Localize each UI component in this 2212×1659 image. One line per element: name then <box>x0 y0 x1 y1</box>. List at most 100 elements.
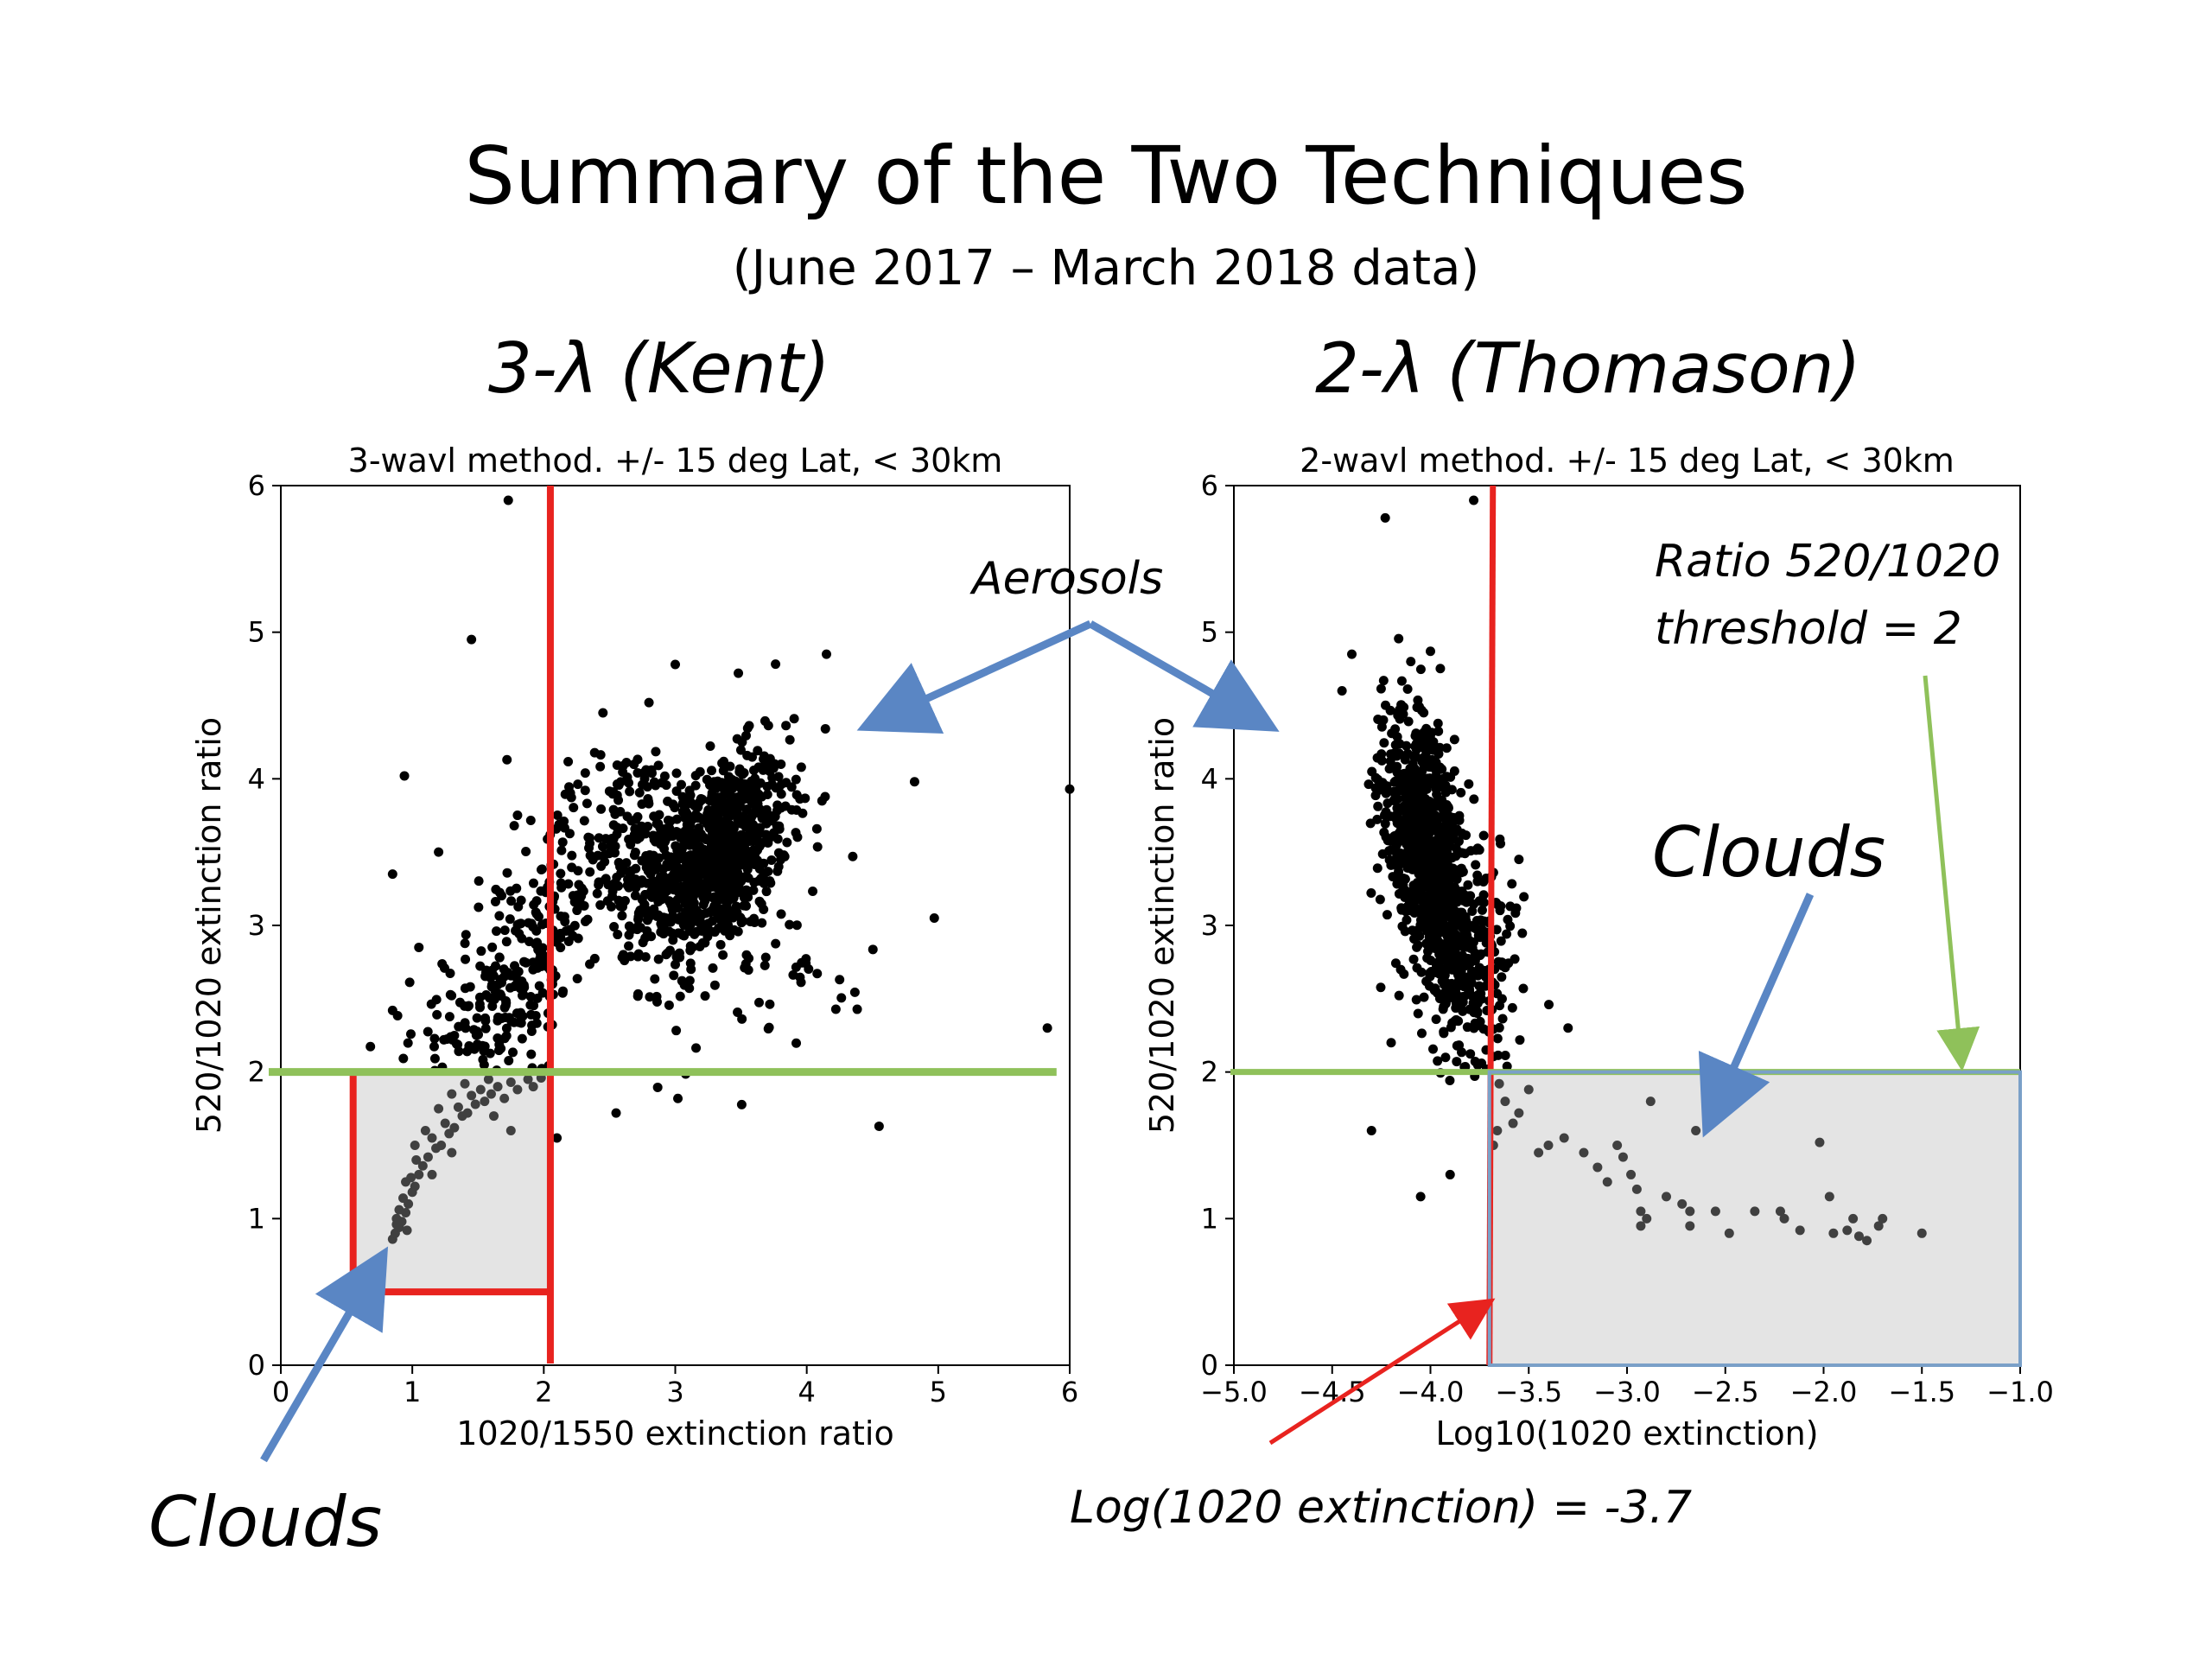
y-axis-label: 520/1020 extinction ratio <box>190 717 228 1134</box>
data-point <box>488 970 499 981</box>
data-point <box>526 1049 537 1059</box>
data-point <box>739 872 749 882</box>
data-point <box>580 785 590 796</box>
data-point <box>1405 783 1415 793</box>
data-point <box>500 1012 511 1022</box>
data-point <box>1404 863 1414 874</box>
data-point <box>715 939 726 950</box>
data-point <box>733 1007 743 1017</box>
data-point <box>1402 683 1413 694</box>
data-point <box>770 811 780 822</box>
data-point <box>499 1002 510 1013</box>
data-point <box>499 964 509 975</box>
data-point <box>1394 836 1404 847</box>
data-point <box>759 751 769 761</box>
data-point <box>501 937 512 947</box>
data-point <box>387 869 397 880</box>
data-point <box>649 811 659 822</box>
y-tick-label: 0 <box>1201 1349 1218 1382</box>
data-point <box>405 1029 416 1039</box>
data-point <box>519 957 530 967</box>
data-point <box>607 789 618 799</box>
data-point <box>716 806 727 817</box>
data-point <box>564 782 575 792</box>
data-point <box>1427 728 1437 738</box>
data-point <box>673 1093 683 1103</box>
data-point <box>723 772 734 782</box>
data-point <box>637 894 647 905</box>
data-point <box>704 868 715 879</box>
data-point <box>684 983 695 994</box>
data-point <box>486 980 497 990</box>
x-tick-label: −4.0 <box>1397 1376 1465 1408</box>
data-point <box>1447 818 1458 829</box>
data-point <box>690 780 701 791</box>
data-point <box>668 902 678 912</box>
data-point <box>671 1026 682 1036</box>
cloud-data-point <box>486 1089 496 1099</box>
cloud-data-point <box>1579 1147 1589 1158</box>
data-point <box>761 887 772 897</box>
data-point <box>776 760 786 770</box>
data-point <box>491 926 501 937</box>
data-point <box>612 823 622 833</box>
cloud-data-point <box>427 1133 437 1143</box>
data-point <box>1441 963 1452 974</box>
data-point <box>1465 891 1476 901</box>
data-point <box>579 816 589 826</box>
data-point <box>741 950 752 960</box>
data-point <box>671 881 682 892</box>
cloud-data-point <box>462 1108 473 1118</box>
data-point <box>830 1004 841 1014</box>
data-point <box>1410 792 1421 803</box>
data-point <box>1432 874 1442 885</box>
data-point <box>1413 855 1423 866</box>
data-point <box>461 930 471 940</box>
ratio-threshold-label-line1: Ratio 520/1020 <box>1655 536 2001 588</box>
data-point <box>566 792 576 803</box>
data-point <box>709 849 720 859</box>
cloud-data-point <box>1873 1221 1884 1231</box>
cloud-data-point <box>467 1090 477 1101</box>
data-point <box>472 1013 482 1023</box>
data-point <box>740 860 750 870</box>
data-point <box>1416 705 1427 715</box>
ratio-threshold-label-line2: threshold = 2 <box>1655 603 1962 655</box>
data-point <box>601 834 611 844</box>
data-point <box>556 911 566 921</box>
data-point <box>739 838 749 849</box>
data-point <box>613 930 623 940</box>
data-point <box>690 771 701 781</box>
data-point <box>1400 926 1410 937</box>
data-point <box>811 823 822 834</box>
data-point <box>643 866 653 876</box>
data-point <box>1372 863 1382 874</box>
cloud-data-point <box>1612 1141 1623 1150</box>
y-tick-label: 3 <box>1201 909 1218 942</box>
data-point <box>773 783 784 793</box>
data-point <box>632 811 643 822</box>
data-point <box>465 982 475 992</box>
data-point <box>1451 949 1461 959</box>
data-point <box>533 912 543 922</box>
data-point <box>1042 1023 1052 1033</box>
cloud-data-point <box>1523 1084 1534 1095</box>
cloud-data-point <box>440 1118 450 1128</box>
data-point <box>781 721 791 731</box>
cloud-data-point <box>1636 1221 1646 1231</box>
data-point <box>494 911 505 921</box>
data-point <box>573 779 583 790</box>
data-point <box>1442 901 1452 912</box>
data-point <box>1421 868 1432 879</box>
data-point <box>671 861 681 872</box>
data-point <box>1392 761 1402 772</box>
data-point <box>480 1023 491 1033</box>
data-point <box>1475 950 1485 961</box>
data-point <box>499 925 510 936</box>
data-point <box>679 840 690 850</box>
data-point <box>1517 928 1528 938</box>
data-point <box>765 999 775 1009</box>
data-point <box>531 925 542 936</box>
y-tick-label: 1 <box>248 1202 265 1235</box>
data-point <box>1415 839 1426 849</box>
